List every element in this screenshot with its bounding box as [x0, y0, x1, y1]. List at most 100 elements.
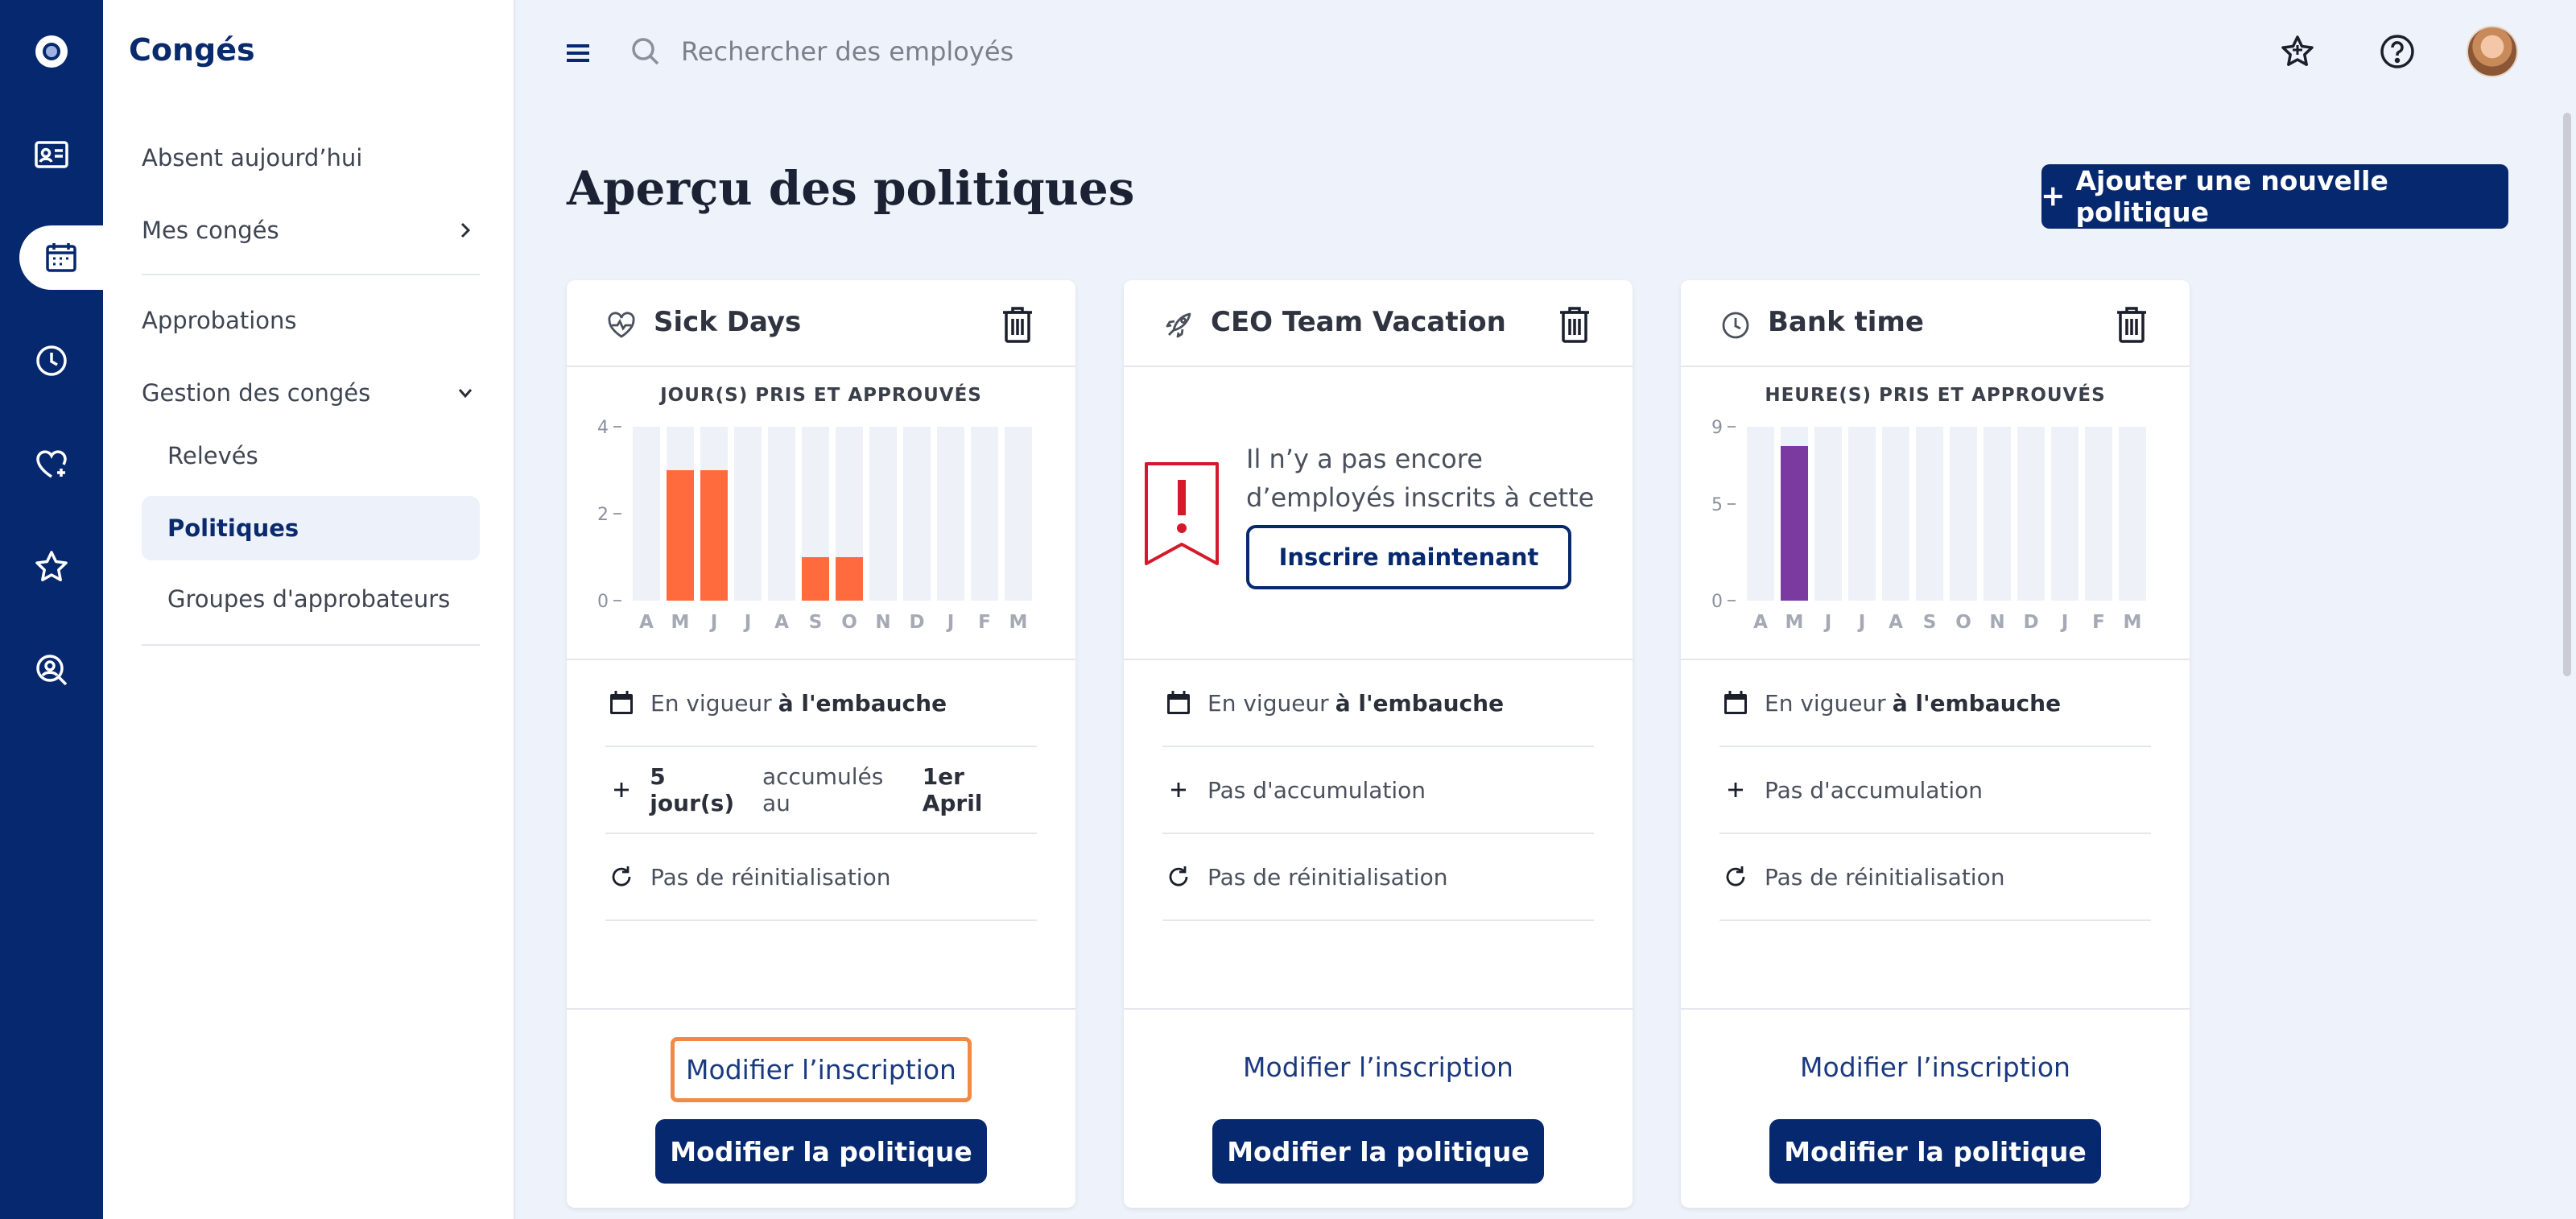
x-tick-label: J: [1823, 612, 1832, 633]
search-icon: [632, 38, 659, 65]
edit-enrollment-link[interactable]: Modifier l’inscription: [1681, 1052, 2190, 1083]
rule-bold-text: à l'embauche: [1335, 689, 1505, 717]
menu-icon[interactable]: [564, 39, 592, 68]
star-icon[interactable]: [0, 535, 103, 599]
trash-icon[interactable]: [2114, 304, 2149, 345]
edit-policy-button[interactable]: Modifier la politique: [655, 1119, 987, 1184]
card-header: CEO Team Vacation: [1124, 280, 1633, 367]
star-badge-icon[interactable]: [2275, 29, 2320, 74]
rule-text: accumulés au: [762, 763, 884, 816]
chart-hours-taken: HEURE(S) PRIS ET APPROUVÉS 9 5 0 A M J J A S O N D J F…: [1681, 367, 2190, 660]
edit-policy-button[interactable]: Modifier la politique: [1212, 1119, 1544, 1184]
x-tick-label: M: [1009, 612, 1028, 633]
x-tick-label: M: [671, 612, 690, 633]
rule-text: Pas de réinitialisation: [650, 863, 891, 890]
x-tick-label: J: [709, 612, 718, 633]
sidebar-item-my-leave[interactable]: Mes congés: [142, 205, 477, 256]
help-icon[interactable]: [2375, 29, 2420, 74]
bar-background: [2085, 427, 2112, 601]
card-header: Bank time: [1681, 280, 2190, 367]
sidebar-item-absent-today[interactable]: Absent aujourd’hui: [142, 132, 477, 184]
bar-background: [2119, 427, 2146, 601]
clock-icon[interactable]: [0, 329, 103, 393]
edit-enrollment-link[interactable]: Modifier l’inscription: [567, 1037, 1075, 1102]
trash-icon[interactable]: [1000, 304, 1035, 345]
edit-policy-button[interactable]: Modifier la politique: [1769, 1119, 2101, 1184]
search-person-icon[interactable]: [0, 638, 103, 702]
reset-icon: [612, 866, 631, 886]
sidebar-divider: [142, 274, 480, 275]
x-tick-label: A: [1753, 612, 1768, 633]
bar[interactable]: [700, 470, 728, 601]
rule-accrual: Pas d'accumulation: [1162, 747, 1594, 834]
reset-icon: [1169, 866, 1188, 886]
calendar-small-icon: [610, 691, 633, 714]
sidebar-subitem-statements[interactable]: Relevés: [167, 424, 489, 488]
sidebar-item-label: Absent aujourd’hui: [142, 144, 363, 171]
bar-background: [1984, 427, 2011, 601]
card-footer: Modifier l’inscription Modifier la polit…: [567, 1008, 1075, 1208]
bar[interactable]: [836, 557, 863, 601]
heart-plus-icon[interactable]: [0, 432, 103, 496]
x-tick-label: J: [743, 612, 752, 633]
edit-enrollment-label: Modifier l’inscription: [671, 1037, 972, 1102]
brand-logo-icon[interactable]: [0, 19, 103, 84]
avatar[interactable]: [2467, 26, 2518, 77]
scrollbar[interactable]: [2563, 113, 2571, 676]
reset-icon: [1726, 866, 1745, 886]
bar-background: [633, 427, 660, 601]
x-tick-label: D: [909, 612, 924, 633]
calendar-icon[interactable]: [19, 225, 103, 290]
bar[interactable]: [802, 557, 829, 601]
sidebar-subitem-approver-groups[interactable]: Groupes d'approbateurs: [167, 567, 489, 631]
policy-card-sick-days: Sick Days JOUR(S) PRIS ET APPROUVÉS 4 2 0 A M…: [567, 280, 1075, 1208]
edit-enrollment-link[interactable]: Modifier l’inscription: [1124, 1052, 1633, 1083]
policy-card-ceo-team-vacation: CEO Team Vacation Il n’y a pas encore d’…: [1124, 280, 1633, 1208]
x-tick-label: J: [2060, 612, 2069, 633]
search-input[interactable]: [681, 32, 1245, 71]
bar-background: [1848, 427, 1876, 601]
bar[interactable]: [667, 470, 694, 601]
rule-text: Pas d'accumulation: [1765, 776, 1984, 804]
trash-icon[interactable]: [1557, 304, 1592, 345]
enroll-now-button[interactable]: Inscrire maintenant: [1246, 525, 1571, 589]
sidebar-item-approvals[interactable]: Approbations: [142, 295, 477, 346]
clock-icon: [1722, 312, 1749, 339]
plus-small-icon: [1171, 783, 1186, 797]
y-tick-label: 0: [1711, 592, 1723, 612]
card-footer: Modifier l’inscription Modifier la polit…: [1681, 1008, 2190, 1208]
rule-text: Pas de réinitialisation: [1765, 863, 2005, 890]
sidebar-subitem-policies[interactable]: Politiques: [142, 496, 480, 560]
x-tick-label: F: [2092, 612, 2105, 633]
x-tick-label: D: [2023, 612, 2038, 633]
edit-enrollment-label: Modifier l’inscription: [1800, 1052, 2070, 1083]
id-card-icon[interactable]: [0, 122, 103, 187]
rule-effective: En vigueur à l'embauche: [605, 660, 1037, 747]
y-tick-label: 0: [597, 592, 609, 612]
rule-text: Pas de réinitialisation: [1208, 863, 1448, 890]
sidebar-subitem-label: Relevés: [167, 442, 258, 469]
edit-enrollment-label: Modifier l’inscription: [1243, 1052, 1513, 1083]
x-tick-label: J: [1857, 612, 1866, 633]
card-title: CEO Team Vacation: [1211, 306, 1506, 338]
add-policy-button[interactable]: Ajouter une nouvelle politique: [2041, 164, 2508, 229]
x-tick-label: A: [1889, 612, 1903, 633]
sidebar-title: Congés: [129, 32, 255, 68]
page-title: Aperçu des politiques: [567, 161, 1135, 216]
add-policy-label: Ajouter une nouvelle politique: [2075, 165, 2388, 228]
chart-title: JOUR(S) PRIS ET APPROUVÉS: [658, 383, 982, 406]
sidebar-item-leave-management[interactable]: Gestion des congés: [142, 367, 477, 419]
bar[interactable]: [1781, 446, 1808, 601]
sidebar: Congés Absent aujourd’hui Mes congés App…: [103, 0, 515, 1219]
y-tick-label: 5: [1711, 495, 1723, 515]
x-tick-label: O: [841, 612, 857, 633]
x-tick-label: A: [639, 612, 654, 633]
x-tick-label: S: [1923, 612, 1937, 633]
x-tick-label: A: [774, 612, 789, 633]
plus-small-icon: [613, 783, 629, 797]
bar-background: [1882, 427, 1909, 601]
bar-background: [971, 427, 998, 601]
plus-small-icon: [1728, 783, 1743, 797]
x-tick-label: O: [1955, 612, 1971, 633]
